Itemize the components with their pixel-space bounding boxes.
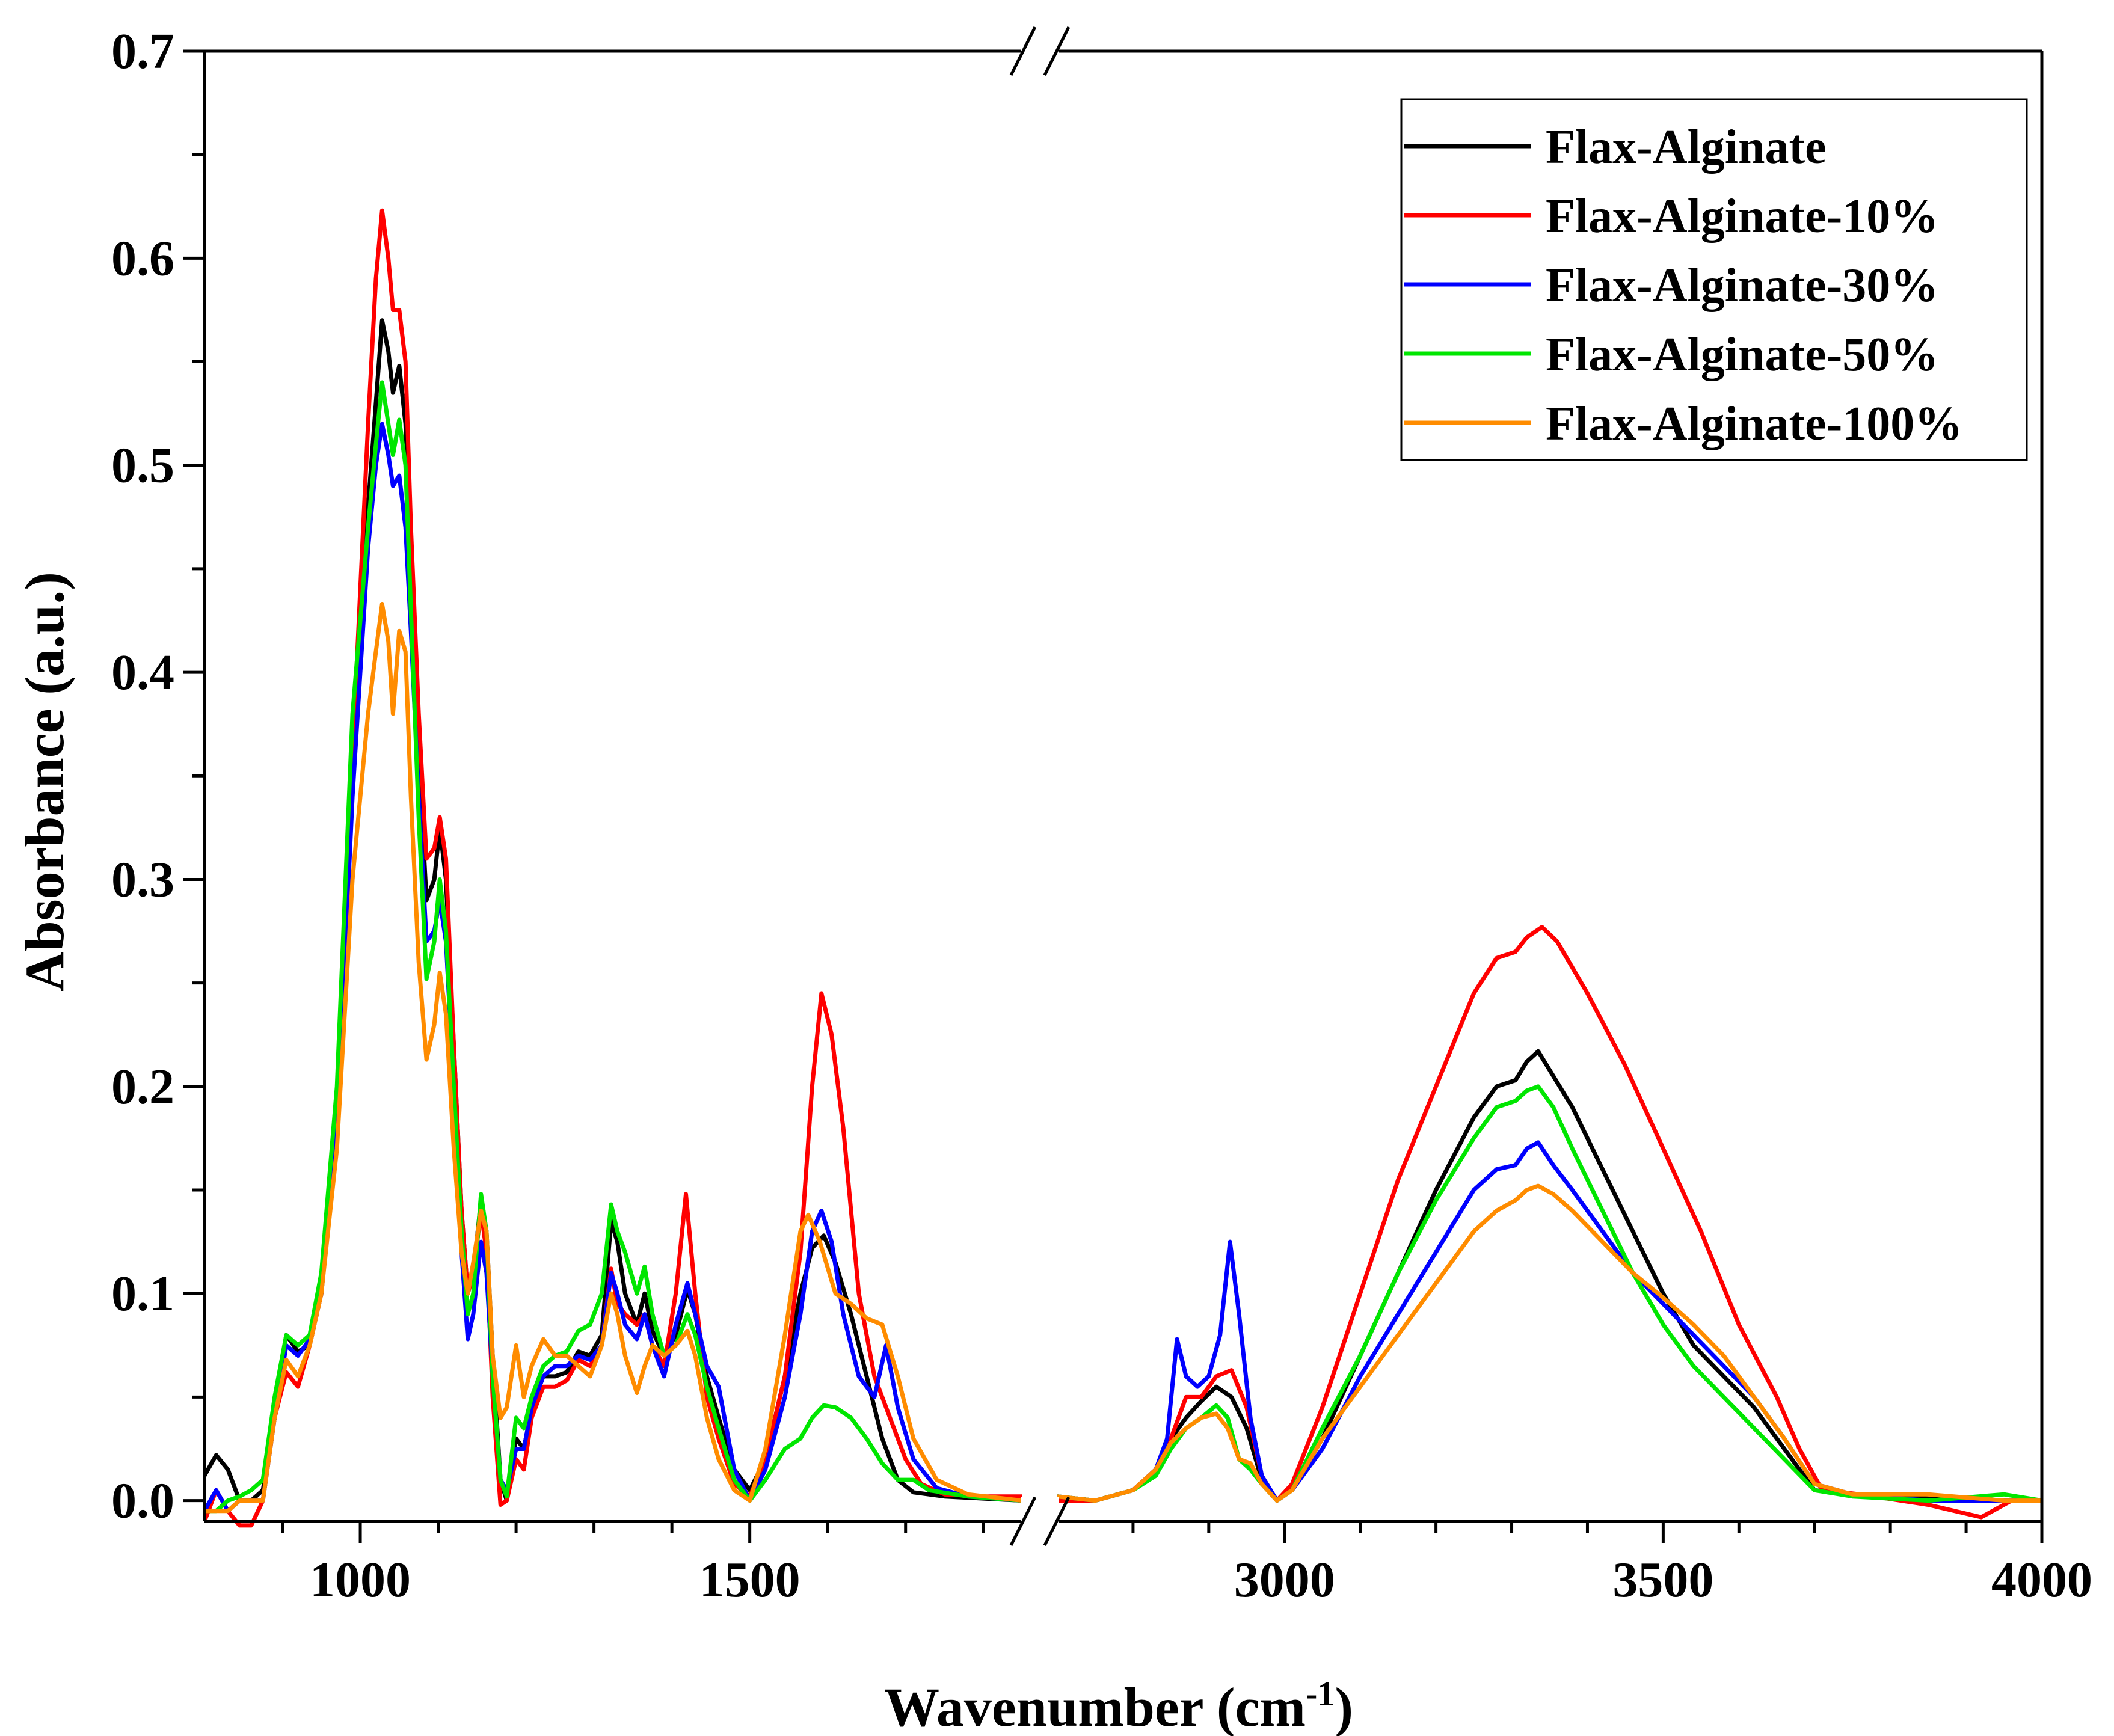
x-tick-label: 1000: [310, 1552, 411, 1608]
legend-label: Flax-Alginate: [1546, 121, 1827, 174]
legend: Flax-Alginate Flax-Alginate-10% Flax-Algin…: [1400, 98, 2028, 461]
axis-break-layer: [1009, 26, 1071, 1547]
legend-label: Flax-Alginate-100%: [1546, 397, 1962, 450]
legend-label: Flax-Alginate-10%: [1546, 190, 1938, 243]
x-tick-label: 4000: [1991, 1552, 2092, 1608]
y-tick-label: 0.2: [111, 1059, 174, 1115]
legend-entry-flax-alginate-50: Flax-Alginate-50%: [1404, 328, 1938, 381]
series-line-flax-alginate-right: [1057, 1049, 2042, 1503]
axes-layer: [203, 49, 2044, 1523]
legend-entry-flax-alginate-10: Flax-Alginate-10%: [1404, 190, 1938, 243]
bottom-axis-break-gap: [1021, 1497, 1059, 1545]
y-tick-label: 0.5: [111, 438, 174, 494]
legend-entry-flax-alginate-30: Flax-Alginate-30%: [1404, 259, 1938, 312]
series-flax-alginate-100: [204, 602, 2042, 1514]
series-line-flax-alginate-30-right: [1057, 1140, 2042, 1503]
x-axis-title: Wavenumber (cm-1): [884, 1674, 1353, 1736]
y-tick-label: 0.6: [111, 230, 174, 286]
legend-label: Flax-Alginate-30%: [1546, 259, 1938, 312]
legend-box: [1400, 98, 2028, 461]
y-tick-label: 0.1: [111, 1266, 174, 1322]
top-axis-break: [1009, 26, 1071, 76]
x-tick-label: 3000: [1234, 1552, 1335, 1608]
series-line-flax-alginate-30-left: [204, 422, 1022, 1514]
x-axis-title-close: ): [1335, 1676, 1353, 1736]
y-tick-label: 0.3: [111, 851, 174, 907]
y-tick-label: 0.0: [111, 1473, 174, 1529]
top-axis-break-slash-1: [1009, 26, 1037, 76]
legend-entries: Flax-Alginate Flax-Alginate-10% Flax-Algin…: [1404, 121, 1962, 450]
bottom-axis-break: [1009, 1496, 1071, 1547]
x-tick-label: 3500: [1612, 1552, 1713, 1608]
x-axis-title-main: Wavenumber (cm: [884, 1676, 1306, 1736]
bottom-axis-break-slash-1: [1009, 1496, 1037, 1547]
top-axis-break-slash-2: [1043, 26, 1071, 76]
legend-entry-flax-alginate: Flax-Alginate: [1404, 121, 1827, 174]
x-tick-label: 1500: [699, 1552, 800, 1608]
y-tick-label: 0.7: [111, 23, 174, 79]
legend-entry-flax-alginate-100: Flax-Alginate-100%: [1404, 397, 1962, 450]
bottom-axis-break-slash-2: [1043, 1496, 1071, 1547]
series-line-flax-alginate-100-left: [204, 602, 1022, 1514]
x-axis-title-superscript: -1: [1306, 1674, 1335, 1713]
legend-label: Flax-Alginate-50%: [1546, 328, 1938, 381]
series-layer: [204, 208, 2042, 1528]
series-line-flax-alginate-10-right: [1057, 925, 2042, 1520]
y-axis-title: Absorbance (a.u.): [14, 572, 75, 992]
series-line-flax-alginate-100-right: [1057, 1183, 2042, 1503]
y-tick-label: 0.4: [111, 645, 174, 701]
series-flax-alginate-30: [204, 422, 2042, 1514]
series-line-flax-alginate-50-left: [204, 380, 1022, 1514]
tick-layer: 0.0 0.1 0.2 0.3 0.4 0.5 0.6 0.7 1000 1500 3000 3500…: [111, 23, 2092, 1608]
top-axis-break-gap: [1021, 27, 1059, 75]
